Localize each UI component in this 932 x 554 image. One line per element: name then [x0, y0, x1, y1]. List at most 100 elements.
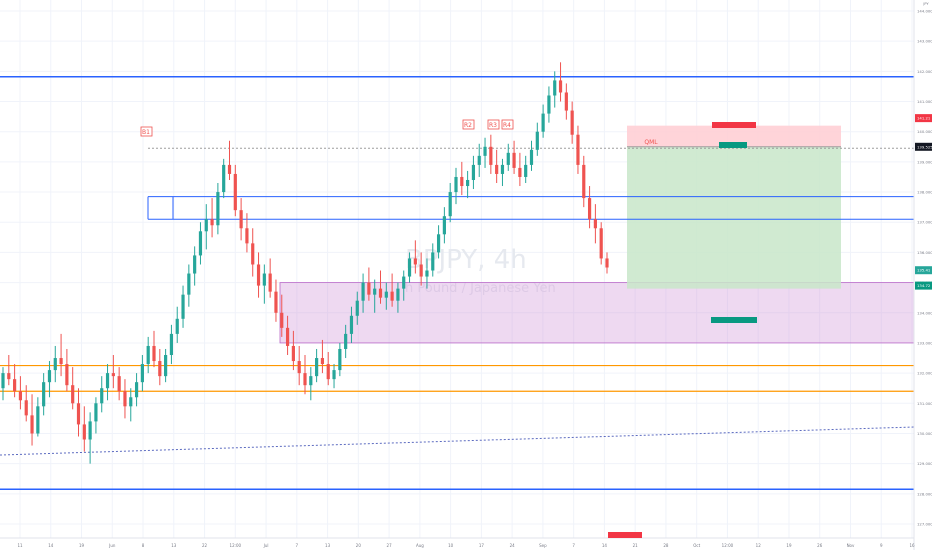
stop-badge[interactable] [712, 122, 756, 128]
candle[interactable] [407, 258, 412, 277]
candle[interactable] [576, 134, 580, 165]
candle[interactable] [570, 110, 574, 135]
candle[interactable] [500, 164, 505, 174]
candle[interactable] [181, 294, 185, 319]
candle[interactable] [518, 167, 522, 177]
candle[interactable] [477, 155, 481, 165]
candle[interactable] [495, 164, 499, 174]
candle[interactable] [198, 231, 203, 256]
candle[interactable] [7, 373, 11, 380]
candle[interactable] [59, 358, 63, 365]
candle[interactable] [355, 300, 359, 316]
candle[interactable] [94, 403, 98, 422]
candle[interactable] [262, 273, 266, 286]
candle[interactable] [42, 382, 46, 407]
candle[interactable] [489, 146, 493, 165]
candle[interactable] [564, 92, 568, 111]
candle[interactable] [541, 113, 545, 132]
candle[interactable] [187, 273, 191, 295]
candle[interactable] [111, 373, 115, 377]
candle[interactable] [268, 273, 272, 292]
candle[interactable] [233, 173, 237, 211]
candle[interactable] [547, 95, 551, 114]
candle[interactable] [251, 243, 255, 265]
candle[interactable] [129, 397, 133, 407]
candle[interactable] [65, 364, 69, 386]
candle[interactable] [535, 131, 539, 150]
candle[interactable] [587, 198, 592, 220]
candle[interactable] [274, 291, 278, 313]
candle[interactable] [256, 264, 261, 286]
candle[interactable] [396, 288, 400, 301]
candle[interactable] [483, 146, 487, 156]
candle[interactable] [599, 228, 603, 259]
candle[interactable] [454, 176, 458, 193]
candle[interactable] [53, 358, 57, 371]
position-stop-zone[interactable] [627, 125, 841, 147]
candle[interactable] [605, 258, 609, 268]
candle[interactable] [13, 379, 17, 392]
candle[interactable] [390, 291, 394, 301]
candle[interactable] [303, 373, 307, 386]
candle[interactable] [466, 179, 470, 187]
candle[interactable] [320, 358, 325, 365]
candle[interactable] [291, 345, 295, 362]
candle[interactable] [373, 288, 377, 295]
candle[interactable] [361, 282, 365, 301]
candle[interactable] [146, 345, 150, 365]
candle[interactable] [436, 234, 441, 253]
candle[interactable] [1, 373, 5, 389]
candle[interactable] [239, 210, 243, 229]
candle[interactable] [36, 406, 40, 434]
candle[interactable] [216, 192, 220, 226]
position-target-zone[interactable] [627, 146, 841, 289]
candle[interactable] [309, 376, 313, 386]
candle[interactable] [210, 219, 214, 226]
candle[interactable] [315, 358, 319, 377]
candle[interactable] [558, 80, 563, 93]
candle[interactable] [413, 258, 417, 265]
entry-badge[interactable] [719, 142, 747, 148]
candle[interactable] [332, 370, 336, 380]
candle[interactable] [419, 264, 423, 277]
price-scale[interactable] [914, 0, 932, 550]
candle[interactable] [76, 403, 81, 425]
candle[interactable] [134, 382, 139, 398]
candle[interactable] [431, 252, 435, 271]
candle[interactable] [460, 176, 464, 187]
candle[interactable] [47, 370, 52, 383]
candle[interactable] [402, 276, 406, 289]
candle[interactable] [471, 164, 476, 180]
candle[interactable] [367, 282, 371, 295]
candle[interactable] [30, 415, 34, 434]
candle[interactable] [193, 255, 197, 274]
candle[interactable] [158, 361, 162, 377]
trendline[interactable] [0, 426, 915, 456]
candle[interactable] [100, 388, 104, 404]
candle[interactable] [71, 385, 75, 404]
candle[interactable] [204, 219, 208, 232]
candle[interactable] [280, 312, 284, 328]
candle[interactable] [344, 333, 348, 349]
candle[interactable] [82, 424, 86, 440]
candle[interactable] [169, 333, 174, 356]
candle[interactable] [152, 345, 156, 362]
candle[interactable] [175, 318, 179, 334]
candle[interactable] [529, 149, 534, 165]
candle[interactable] [553, 80, 557, 96]
candle[interactable] [384, 291, 388, 298]
candle[interactable] [285, 327, 290, 346]
candle[interactable] [378, 288, 383, 298]
candle[interactable] [338, 348, 342, 371]
candle[interactable] [18, 391, 23, 401]
candle[interactable] [326, 364, 330, 380]
candle[interactable] [140, 364, 144, 383]
candle[interactable] [425, 270, 429, 277]
candle[interactable] [117, 376, 121, 392]
candle[interactable] [123, 391, 127, 407]
candle[interactable] [506, 152, 510, 165]
candle[interactable] [593, 219, 597, 229]
candle[interactable] [105, 373, 110, 389]
candle[interactable] [164, 355, 168, 377]
